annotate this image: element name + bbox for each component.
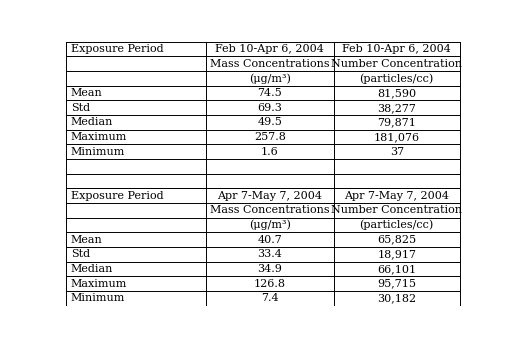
Text: 69.3: 69.3 [258, 103, 282, 113]
Text: Exposure Period: Exposure Period [71, 44, 164, 54]
Text: Std: Std [71, 103, 90, 113]
Text: 79,871: 79,871 [377, 117, 416, 127]
Text: Median: Median [71, 264, 113, 274]
Text: 34.9: 34.9 [258, 264, 282, 274]
Text: (μg/m³): (μg/m³) [249, 220, 291, 230]
Text: Exposure Period: Exposure Period [71, 191, 164, 201]
Text: (particles/cc): (particles/cc) [360, 73, 434, 84]
Text: Maximum: Maximum [71, 279, 127, 289]
Text: 30,182: 30,182 [377, 293, 416, 303]
Text: Std: Std [71, 249, 90, 259]
Text: 40.7: 40.7 [258, 235, 282, 245]
Text: 81,590: 81,590 [377, 88, 416, 98]
Text: 95,715: 95,715 [377, 279, 416, 289]
Text: (particles/cc): (particles/cc) [360, 220, 434, 230]
Text: 181,076: 181,076 [373, 132, 420, 142]
Text: 37: 37 [390, 147, 404, 157]
Text: 65,825: 65,825 [377, 235, 416, 245]
Text: 257.8: 257.8 [254, 132, 286, 142]
Text: 33.4: 33.4 [258, 249, 282, 259]
Text: Mass Concentrations: Mass Concentrations [210, 205, 330, 215]
Text: 74.5: 74.5 [258, 88, 282, 98]
Text: 66,101: 66,101 [377, 264, 416, 274]
Text: Number Concentration: Number Concentration [331, 59, 462, 69]
Text: Feb 10-Apr 6, 2004: Feb 10-Apr 6, 2004 [215, 44, 324, 54]
Text: Maximum: Maximum [71, 132, 127, 142]
Text: Apr 7-May 7, 2004: Apr 7-May 7, 2004 [344, 191, 449, 201]
Text: 7.4: 7.4 [261, 293, 279, 303]
Text: (μg/m³): (μg/m³) [249, 73, 291, 84]
Text: 18,917: 18,917 [377, 249, 416, 259]
Text: Mass Concentrations: Mass Concentrations [210, 59, 330, 69]
Text: 38,277: 38,277 [377, 103, 416, 113]
Text: 1.6: 1.6 [261, 147, 279, 157]
Text: 49.5: 49.5 [258, 117, 282, 127]
Text: Number Concentration: Number Concentration [331, 205, 462, 215]
Text: Mean: Mean [71, 88, 103, 98]
Text: Apr 7-May 7, 2004: Apr 7-May 7, 2004 [218, 191, 322, 201]
Text: 126.8: 126.8 [254, 279, 286, 289]
Text: Minimum: Minimum [71, 147, 125, 157]
Text: Mean: Mean [71, 235, 103, 245]
Text: Feb 10-Apr 6, 2004: Feb 10-Apr 6, 2004 [342, 44, 451, 54]
Text: Minimum: Minimum [71, 293, 125, 303]
Text: Median: Median [71, 117, 113, 127]
